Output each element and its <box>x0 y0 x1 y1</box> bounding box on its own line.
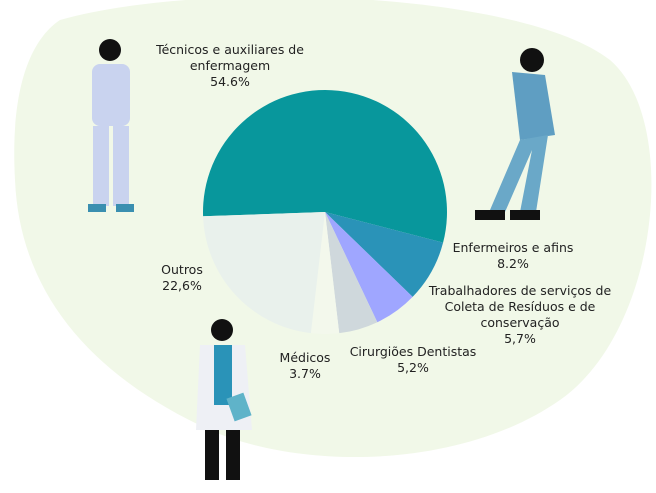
pie-slice <box>325 212 444 297</box>
slice-label: Técnicos e auxiliares de enfermagem 54.6% <box>145 42 315 90</box>
slice-label: Médicos 3.7% <box>260 350 350 382</box>
value-label: 5,2% <box>397 360 429 375</box>
figure-doctor <box>196 319 252 480</box>
value-label: 54.6% <box>210 74 250 89</box>
value-label: 8.2% <box>497 256 529 271</box>
slice-label: Trabalhadores de serviços de Coleta de R… <box>425 283 615 347</box>
slice-label: Enfermeiros e afins 8.2% <box>433 240 593 272</box>
category-name: Trabalhadores de serviços de Coleta de R… <box>428 283 612 330</box>
pie-slice <box>203 90 447 243</box>
value-label: 3.7% <box>289 366 321 381</box>
value-label: 5,7% <box>504 331 536 346</box>
pie-slice <box>325 212 413 323</box>
value-label: 22,6% <box>162 278 202 293</box>
pie-slice <box>310 212 340 334</box>
figure-worker <box>475 48 555 220</box>
category-name: Enfermeiros e afins <box>452 240 574 255</box>
category-name: Cirurgiões Dentistas <box>349 344 477 359</box>
category-name: Médicos <box>279 350 331 365</box>
pie-slice <box>325 212 378 334</box>
slice-label: Cirurgiões Dentistas 5,2% <box>338 344 488 376</box>
category-name: Técnicos e auxiliares de enfermagem <box>156 42 304 73</box>
slice-label: Outros 22,6% <box>137 262 227 294</box>
figure-nurse <box>88 39 134 212</box>
category-name: Outros <box>161 262 203 277</box>
pie-slice <box>203 212 325 334</box>
